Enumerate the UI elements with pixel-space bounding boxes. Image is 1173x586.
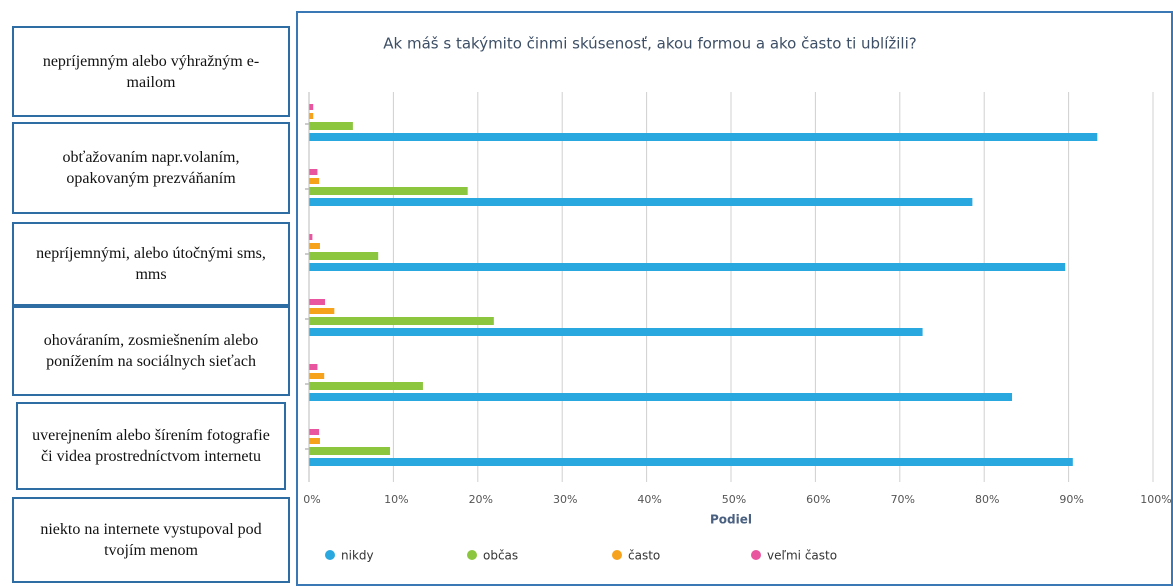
legend-label: často bbox=[628, 549, 660, 563]
x-tick-label: 90% bbox=[1059, 493, 1083, 506]
bar bbox=[309, 178, 320, 184]
bar bbox=[309, 234, 313, 240]
bar bbox=[309, 198, 973, 206]
bar bbox=[309, 104, 314, 110]
x-tick-label: 50% bbox=[722, 493, 746, 506]
label-box: nepríjemným alebo výhražným e-mailom bbox=[12, 26, 290, 117]
x-tick-label: 80% bbox=[975, 493, 999, 506]
legend-label: veľmi často bbox=[767, 549, 837, 563]
label-box: obťažovaním napr.volaním, opakovaným pre… bbox=[12, 122, 290, 214]
x-tick-label: 70% bbox=[891, 493, 915, 506]
bar bbox=[309, 429, 320, 435]
bar bbox=[309, 169, 318, 175]
legend-label: občas bbox=[483, 549, 518, 563]
bar bbox=[309, 447, 391, 455]
bar bbox=[309, 328, 923, 336]
bar bbox=[309, 364, 318, 370]
bar bbox=[309, 393, 1013, 401]
legend-marker bbox=[467, 550, 477, 560]
bar bbox=[309, 187, 468, 195]
bar bbox=[309, 133, 1098, 141]
x-tick-label: 100% bbox=[1140, 493, 1171, 506]
bar bbox=[309, 122, 353, 130]
chart-title: Ak máš s takýmito činmi skúsenosť, akou … bbox=[383, 35, 916, 53]
x-tick-label: 10% bbox=[384, 493, 408, 506]
bar bbox=[309, 317, 494, 325]
x-tick-label: 40% bbox=[637, 493, 661, 506]
label-box: ohováraním, zosmiešnením alebo ponížením… bbox=[12, 306, 290, 396]
legend-label: nikdy bbox=[341, 549, 374, 563]
x-tick-label: 0% bbox=[303, 493, 320, 506]
x-tick-label: 60% bbox=[806, 493, 830, 506]
bar bbox=[309, 113, 314, 119]
bar bbox=[309, 458, 1073, 466]
x-tick-label: 30% bbox=[553, 493, 577, 506]
bar bbox=[309, 438, 320, 444]
x-axis-title: Podiel bbox=[710, 513, 752, 527]
bar bbox=[309, 308, 335, 314]
bar bbox=[309, 252, 379, 260]
x-tick-label: 20% bbox=[469, 493, 493, 506]
bar bbox=[309, 263, 1066, 271]
bar bbox=[309, 243, 320, 249]
label-box: uverejnením alebo šírením fotografie či … bbox=[16, 402, 286, 490]
label-box: niekto na internete vystupoval pod tvojí… bbox=[12, 497, 290, 583]
legend-marker bbox=[325, 550, 335, 560]
bar bbox=[309, 382, 423, 390]
legend-marker bbox=[751, 550, 761, 560]
bar bbox=[309, 373, 325, 379]
chart-frame bbox=[296, 11, 1173, 586]
bar bbox=[309, 299, 326, 305]
label-box: nepríjemnými, alebo útočnými sms, mms bbox=[12, 222, 290, 306]
legend-marker bbox=[612, 550, 622, 560]
